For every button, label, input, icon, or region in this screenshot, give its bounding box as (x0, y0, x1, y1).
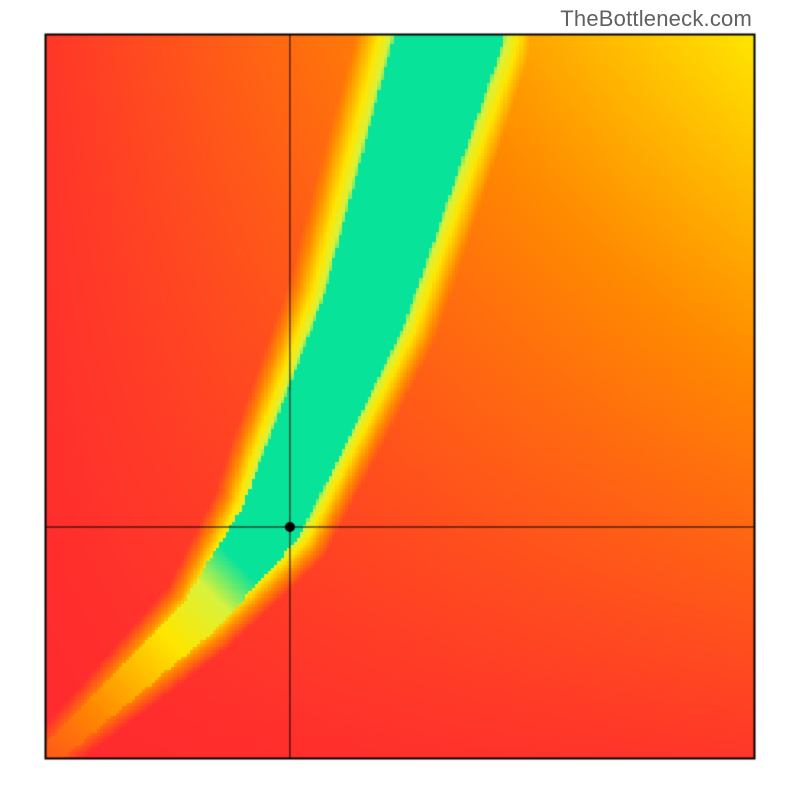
heatmap-canvas (0, 0, 800, 800)
chart-container: TheBottleneck.com (0, 0, 800, 800)
